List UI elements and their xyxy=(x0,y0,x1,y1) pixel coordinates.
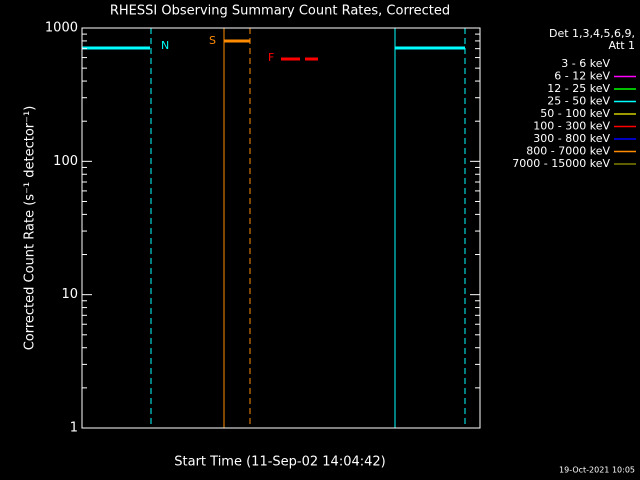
plot-frame xyxy=(81,27,481,429)
x-axis-label: Start Time (11-Sep-02 14:04:42) xyxy=(174,455,385,470)
indicators: N S F xyxy=(82,28,466,428)
timestamp: 19-Oct-2021 10:05 xyxy=(559,466,635,475)
saa-label: S xyxy=(209,34,216,47)
legend-label: 3 - 6 keV xyxy=(561,57,610,70)
legend-label: 100 - 300 keV xyxy=(533,120,610,133)
legend-title: Att 1 xyxy=(609,39,635,52)
legend-label: 6 - 12 keV xyxy=(554,70,610,83)
legend-label: 800 - 7000 keV xyxy=(526,145,610,158)
y-tick-label: 1000 xyxy=(45,21,78,36)
night-label: N xyxy=(161,39,169,52)
legend-label: 50 - 100 keV xyxy=(540,107,610,120)
y-tick-label: 100 xyxy=(53,154,78,169)
legend-label: 300 - 800 keV xyxy=(533,132,610,145)
flare-label: F xyxy=(268,51,274,64)
legend-title: Det 1,3,4,5,6,9, xyxy=(549,27,635,40)
y-tick-label: 1 xyxy=(70,421,78,436)
chart-title: RHESSI Observing Summary Count Rates, Co… xyxy=(110,4,450,19)
legend-label: 25 - 50 keV xyxy=(547,95,610,108)
legend-label: 7000 - 15000 keV xyxy=(512,157,610,170)
y-tick-label: 10 xyxy=(61,287,78,302)
y-axis-label: Corrected Count Rate (s⁻¹ detector⁻¹) xyxy=(23,106,38,351)
legend-label: 12 - 25 keV xyxy=(547,82,610,95)
